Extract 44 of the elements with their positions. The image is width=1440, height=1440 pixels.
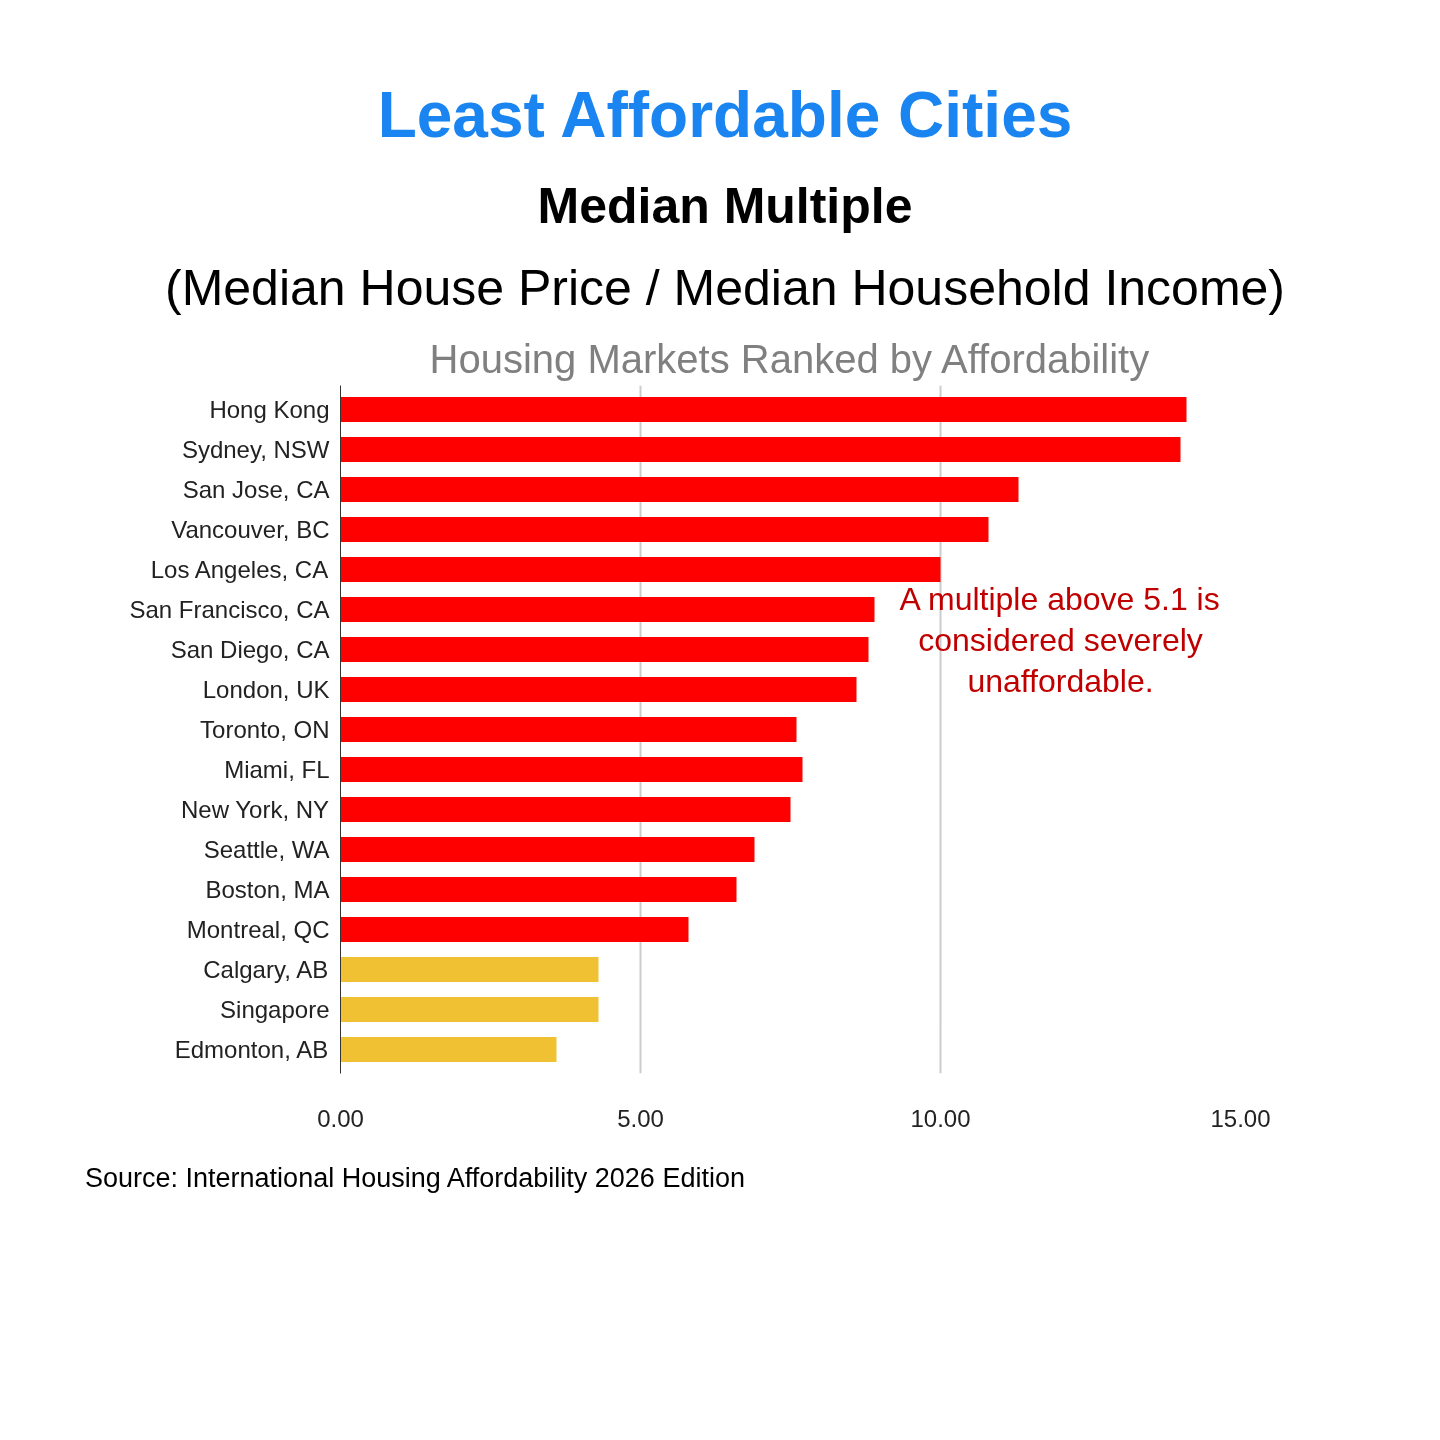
x-tick-label: 5.00 bbox=[617, 1104, 664, 1132]
bar bbox=[340, 877, 737, 903]
source-note: Source: International Housing Affordability 2026 Edition bbox=[85, 1162, 745, 1196]
x-tick-label: 15.00 bbox=[1210, 1104, 1271, 1132]
bar bbox=[340, 997, 599, 1023]
y-tick-label: Sydney, NSW bbox=[181, 436, 330, 464]
bar bbox=[340, 677, 857, 703]
bar bbox=[340, 757, 803, 783]
y-tick-label: Seattle, WA bbox=[203, 836, 330, 864]
text: (Median House Price / Median Household Income) bbox=[165, 258, 1285, 318]
y-tick-label: Vancouver, BC bbox=[171, 516, 330, 544]
bar bbox=[340, 717, 797, 743]
bar bbox=[340, 397, 1187, 423]
y-tick-label: Singapore bbox=[220, 996, 330, 1024]
x-tick-label: 0.00 bbox=[317, 1104, 364, 1132]
bar bbox=[340, 837, 755, 863]
y-tick-label: Boston, MA bbox=[205, 876, 330, 904]
bar bbox=[340, 557, 941, 583]
y-tick-label: Montreal, QC bbox=[186, 916, 330, 944]
bar bbox=[340, 517, 989, 543]
bar bbox=[340, 597, 875, 623]
y-tick-label: San Jose, CA bbox=[182, 476, 330, 504]
y-tick-label: Toronto, ON bbox=[200, 716, 330, 744]
y-tick-label: Hong Kong bbox=[209, 396, 330, 424]
y-tick-label: New York, NY bbox=[181, 796, 330, 824]
y-tick-label: London, UK bbox=[202, 676, 330, 704]
x-tick-label: 10.00 bbox=[910, 1104, 971, 1132]
bar bbox=[340, 1037, 557, 1063]
y-tick-label: San Diego, CA bbox=[170, 636, 330, 664]
bar bbox=[340, 437, 1181, 463]
chart-title: Least Affordable Cities bbox=[377, 78, 1073, 153]
bar bbox=[340, 637, 869, 663]
bar bbox=[340, 917, 689, 943]
bar bbox=[340, 797, 791, 823]
y-tick-label: Edmonton, AB bbox=[174, 1036, 329, 1064]
annotation: A multiple above 5.1 is considered severely unaffordable. bbox=[899, 580, 1220, 700]
y-tick-label: Miami, FL bbox=[224, 756, 330, 784]
y-tick-label: Calgary, AB bbox=[203, 956, 329, 984]
bar bbox=[340, 957, 599, 983]
text: Housing Markets Ranked by Affordability bbox=[429, 336, 1150, 381]
y-tick-label: San Francisco, CA bbox=[129, 596, 330, 624]
chart-subtitle: Median Multiple bbox=[537, 177, 913, 237]
bar bbox=[340, 477, 1019, 503]
y-tick-label: Los Angeles, CA bbox=[150, 556, 329, 584]
